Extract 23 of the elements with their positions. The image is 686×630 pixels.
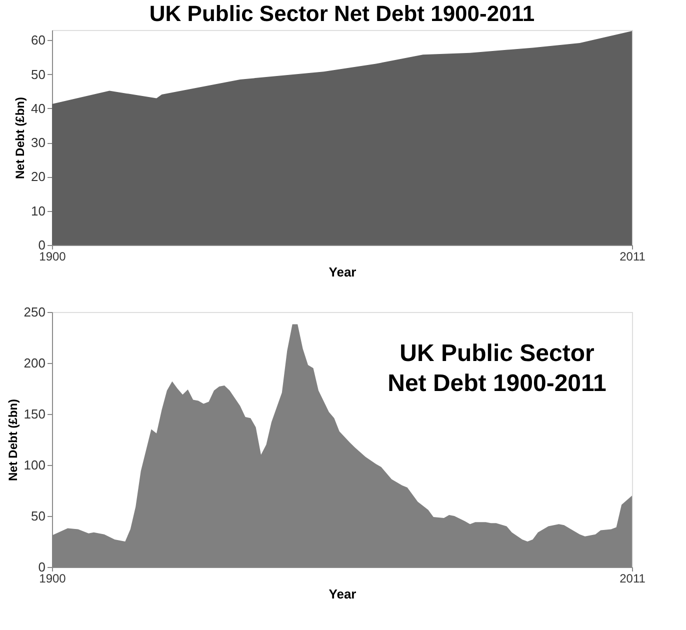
y-tick-label: 60 bbox=[31, 32, 46, 48]
x-tick-label: 2011 bbox=[620, 250, 646, 264]
y-tick-label: 200 bbox=[24, 356, 46, 370]
y-tick-label: 250 bbox=[24, 304, 46, 320]
y-tick-label: 0 bbox=[38, 560, 46, 574]
x-tick-label: 1900 bbox=[39, 572, 66, 586]
y-tick-label: 20 bbox=[31, 169, 46, 184]
y-axis-title: Net Debt (£bn) bbox=[6, 399, 20, 481]
y-tick-label: 10 bbox=[31, 203, 46, 218]
y-tick-label: 30 bbox=[31, 135, 46, 150]
x-axis-title: Year bbox=[328, 586, 356, 602]
y-tick-label: 50 bbox=[31, 508, 46, 524]
y-tick-label: 0 bbox=[38, 238, 46, 252]
y-tick-label: 100 bbox=[24, 458, 46, 472]
y-tick-label: 50 bbox=[31, 66, 46, 82]
x-tick-label: 2011 bbox=[620, 572, 646, 586]
y-tick-label: 40 bbox=[31, 100, 46, 116]
x-tick-label: 1900 bbox=[39, 250, 66, 264]
y-tick-label: 150 bbox=[24, 406, 46, 422]
y-axis-title: Net Debt (£bn) bbox=[13, 97, 28, 179]
text: UK Public Sector Net Debt 1900-2011 bbox=[388, 340, 606, 397]
chart-title: UK Public Sector Net Debt 1900-2011 bbox=[149, 1, 535, 26]
x-axis-title: Year bbox=[328, 264, 356, 280]
